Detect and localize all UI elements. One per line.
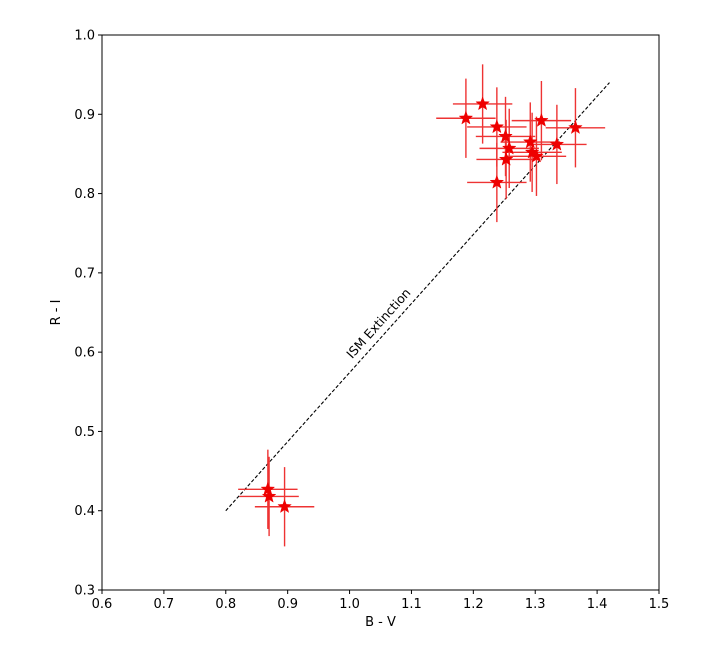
data-point-star [568, 120, 583, 135]
data-point-star [534, 112, 549, 127]
y-tick-label: 0.3 [74, 584, 95, 599]
reference-line-label: ISM Extinction [343, 285, 413, 361]
y-tick-label: 0.4 [74, 504, 95, 519]
marker-layer [260, 96, 583, 513]
data-point-star [458, 110, 474, 125]
data-point-star [549, 136, 565, 151]
x-tick-label: 1.1 [401, 597, 422, 612]
y-axis-label: R - I [49, 300, 64, 326]
data-point-star [277, 499, 292, 513]
data-point-star [475, 96, 490, 111]
data-point-star [489, 174, 505, 189]
x-tick-label: 0.7 [154, 597, 175, 612]
x-tick-label: 1.4 [587, 597, 608, 612]
reference-line-layer [225, 82, 610, 512]
x-axis-label: B - V [365, 615, 396, 630]
data-point-star [501, 140, 517, 155]
x-tick-label: 0.9 [277, 597, 298, 612]
errorbar-layer [238, 64, 606, 547]
y-tick-label: 1.0 [74, 29, 95, 44]
axes-layer: 0.6 0.7 0.8 0.9 1.0 1.1 1.2 1.3 1.4 1.5 0.3 0.4 0.5 0… [74, 29, 669, 613]
data-point-star [498, 151, 514, 166]
data-point-star [261, 488, 277, 503]
x-tick-label: 1.3 [525, 597, 546, 612]
reference-line [225, 82, 610, 512]
data-point-star [522, 134, 538, 149]
y-tick-label: 0.9 [74, 108, 95, 123]
x-tick-label: 1.0 [339, 597, 360, 612]
y-tick-label: 0.8 [74, 187, 95, 202]
data-point-star [529, 148, 544, 163]
x-tick-label: 0.8 [215, 597, 236, 612]
data-point-star [489, 119, 505, 134]
x-tick-label: 1.5 [649, 597, 670, 612]
x-tick-label: 0.6 [92, 597, 113, 612]
y-tick-label: 0.5 [74, 425, 95, 440]
plot-frame [101, 34, 660, 591]
y-tick-label: 0.6 [74, 346, 95, 361]
x-tick-label: 1.2 [463, 597, 484, 612]
data-point-star [498, 128, 513, 143]
y-tick-label: 0.7 [74, 266, 95, 281]
